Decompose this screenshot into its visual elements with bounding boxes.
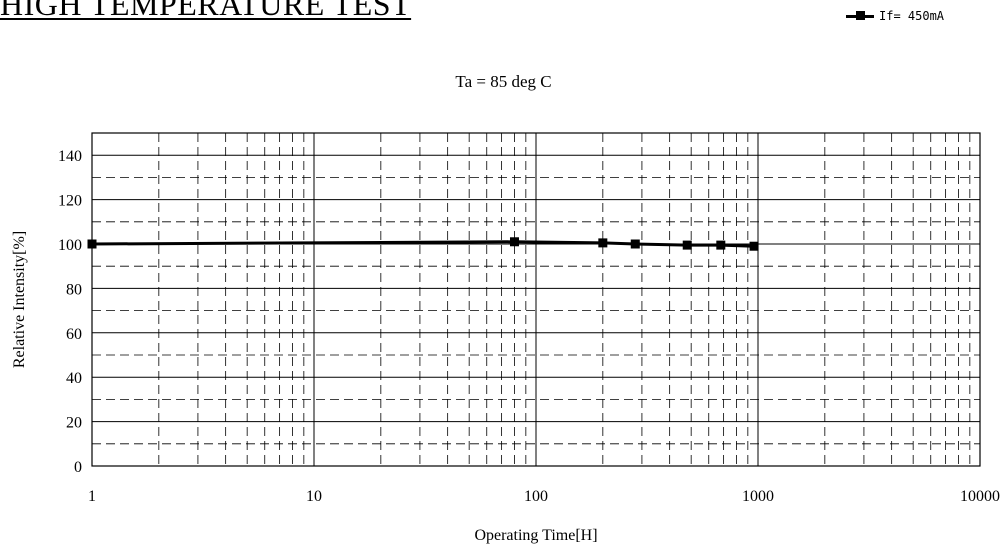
y-tick-label: 140: [58, 148, 82, 165]
y-tick-labels: 0 20 40 60 80 100 120 140: [58, 148, 82, 476]
y-tick-label: 80: [66, 281, 82, 298]
y-tick-label: 40: [66, 370, 82, 387]
data-point-marker: [631, 240, 640, 249]
x-tick-label: 10000: [960, 488, 1000, 505]
data-point-marker: [750, 242, 759, 251]
y-tick-label: 100: [58, 237, 82, 254]
y-tick-label: 20: [66, 415, 82, 432]
x-tick-labels: 1 10 100 1000 10000: [88, 488, 1000, 505]
x-tick-label: 100: [524, 488, 548, 505]
data-point-marker: [510, 237, 519, 246]
y-tick-label: 120: [58, 193, 82, 210]
y-axis-title: Relative Intensity[%]: [11, 231, 28, 368]
chart-grid: [92, 133, 980, 466]
y-tick-label: 0: [74, 459, 82, 476]
data-point-marker: [716, 241, 725, 250]
y-tick-label: 60: [66, 326, 82, 343]
x-tick-label: 1000: [742, 488, 774, 505]
x-tick-label: 1: [88, 488, 96, 505]
x-tick-label: 10: [306, 488, 322, 505]
data-point-marker: [88, 240, 97, 249]
x-axis-title: Operating Time[H]: [474, 527, 597, 544]
data-point-marker: [683, 241, 692, 250]
data-point-marker: [598, 238, 607, 247]
